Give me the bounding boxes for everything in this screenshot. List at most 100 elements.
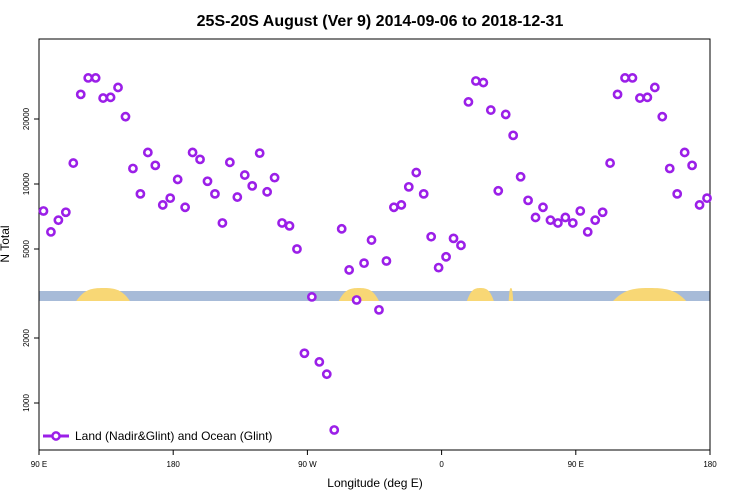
data-point: [553, 218, 563, 228]
y-tick-label: 1000: [22, 394, 31, 412]
data-point: [180, 202, 191, 213]
data-point: [38, 206, 49, 216]
data-point: [46, 227, 56, 237]
data-point: [687, 160, 698, 171]
land-region: [613, 288, 687, 301]
data-point: [344, 265, 355, 275]
data-point: [299, 348, 310, 359]
data-point: [90, 73, 101, 83]
data-point: [538, 202, 548, 213]
data-point: [694, 200, 705, 210]
data-point: [128, 163, 138, 174]
y-tick-label: 2000: [22, 329, 31, 347]
x-tick-label: 0: [439, 460, 444, 469]
data-point: [575, 206, 586, 216]
data-point: [493, 185, 504, 196]
data-point: [530, 212, 541, 223]
x-tick-label: 180: [703, 460, 717, 469]
y-tick-label: 20000: [22, 107, 31, 130]
data-point: [657, 111, 668, 122]
x-tick-label: 90 E: [31, 460, 47, 469]
data-point: [433, 262, 444, 273]
data-point: [605, 158, 615, 168]
x-tick-label: 90 W: [298, 460, 317, 469]
x-axis-label: Longitude (deg E): [327, 476, 422, 490]
legend-marker: [51, 431, 61, 441]
data-point: [314, 357, 325, 367]
data-points: [38, 73, 712, 435]
data-point: [635, 93, 645, 103]
data-point: [142, 147, 153, 158]
data-point: [508, 130, 519, 141]
x-tick-label: 90 E: [568, 460, 584, 469]
data-point: [620, 73, 630, 83]
data-point: [448, 233, 459, 244]
data-point: [545, 215, 556, 226]
data-point: [321, 369, 332, 380]
data-point: [679, 147, 690, 158]
data-point: [336, 223, 347, 234]
data-point: [210, 188, 220, 199]
data-point: [381, 256, 392, 266]
data-point: [135, 188, 146, 199]
data-point: [478, 77, 489, 88]
data-point: [195, 154, 205, 165]
data-point: [500, 109, 511, 120]
data-point: [254, 148, 265, 159]
data-point: [642, 92, 653, 103]
data-point: [597, 207, 608, 218]
data-point: [470, 76, 481, 86]
data-point: [441, 251, 451, 262]
data-point: [306, 292, 317, 302]
data-point: [590, 215, 601, 226]
x-axis: 90 E 180 90 W 0 90 E 180: [31, 450, 717, 469]
data-point: [366, 235, 377, 245]
data-point: [150, 160, 161, 171]
data-point: [83, 73, 94, 83]
y-tick-label: 10000: [22, 172, 31, 195]
data-point: [277, 218, 287, 228]
x-tick-label: 180: [167, 460, 181, 469]
land-region: [76, 288, 130, 301]
data-point: [374, 304, 384, 315]
data-point: [426, 231, 437, 242]
data-point: [105, 92, 116, 103]
legend: Land (Nadir&Glint) and Ocean (Glint): [43, 429, 272, 443]
data-point: [224, 157, 235, 168]
data-point: [120, 111, 131, 122]
data-point: [239, 170, 250, 180]
data-point: [217, 218, 228, 228]
data-point: [418, 188, 429, 199]
data-point: [232, 192, 243, 202]
data-point: [68, 158, 79, 168]
plot-frame: [38, 38, 711, 451]
data-point: [649, 82, 660, 93]
data-point: [359, 258, 369, 269]
data-point: [463, 97, 474, 107]
data-point: [60, 207, 71, 218]
data-point: [523, 195, 533, 206]
land-ocean-band: [39, 288, 710, 301]
data-point: [269, 172, 280, 183]
data-point: [262, 186, 273, 197]
data-point: [351, 295, 362, 305]
data-point: [485, 105, 496, 115]
data-point: [247, 180, 258, 191]
chart-title: 25S-20S August (Ver 9) 2014-09-06 to 201…: [197, 13, 564, 30]
land-region: [466, 288, 494, 301]
land-region: [338, 288, 379, 301]
data-point: [612, 89, 623, 100]
data-point: [113, 82, 123, 93]
y-axis-label: N Total: [0, 225, 12, 262]
data-point: [157, 200, 168, 210]
legend-label: Land (Nadir&Glint) and Ocean (Glint): [75, 429, 272, 443]
data-point: [98, 93, 109, 103]
y-tick-label: 5000: [22, 240, 31, 258]
data-point: [284, 220, 295, 231]
data-point: [75, 89, 86, 100]
data-point: [53, 215, 64, 226]
data-point: [411, 167, 422, 178]
data-point: [403, 181, 414, 192]
data-point: [515, 171, 526, 182]
data-point: [567, 218, 578, 228]
